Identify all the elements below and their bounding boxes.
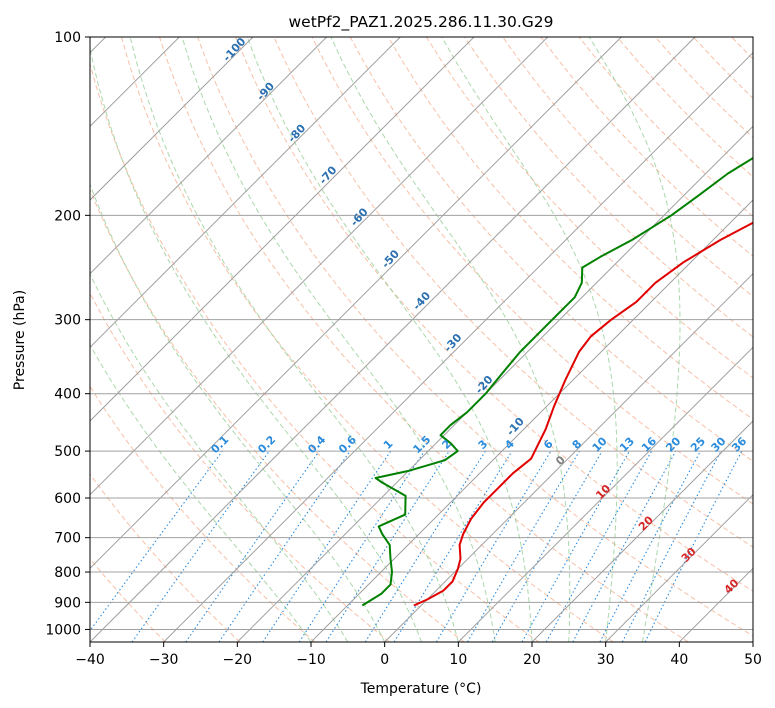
dry-adiabat-line xyxy=(349,37,753,462)
dry-adiabat-line xyxy=(90,557,166,642)
y-tick-label: 300 xyxy=(54,313,81,329)
moist-adiabat-line xyxy=(441,37,618,642)
y-tick-label: 600 xyxy=(54,491,81,507)
mixing-ratio-line xyxy=(185,450,320,642)
mixing-ratio-line xyxy=(393,450,513,642)
dry-adiabat-line xyxy=(90,473,241,642)
plot-area: -100-90-80-70-60-50-40-30-20-100.1 0.2 0.4… xyxy=(89,35,754,643)
mixing-ratio-line xyxy=(325,450,450,642)
dry-adiabat-line xyxy=(90,62,540,642)
y-tick-label: 1000 xyxy=(45,622,81,638)
moist-adiabat-line xyxy=(90,46,422,642)
isotherm-line xyxy=(457,346,753,642)
x-tick-label: 0 xyxy=(380,652,389,668)
dry-adiabat-line xyxy=(90,292,390,642)
plot-frame xyxy=(89,36,754,643)
y-tick-label: 700 xyxy=(54,531,81,547)
isotherm-line xyxy=(90,37,696,642)
x-tick-label: 50 xyxy=(744,652,762,668)
isotherm-line xyxy=(90,37,401,349)
dry-adiabat-line xyxy=(90,385,316,642)
mixing-ratio-line xyxy=(262,450,392,642)
dry-adiabat-line xyxy=(159,37,689,642)
dry-adiabat-line xyxy=(197,37,753,637)
moist-adiabat-line xyxy=(330,37,571,642)
isotherm-line xyxy=(90,37,328,275)
y-axis-label: Pressure (hPa) xyxy=(12,290,28,390)
y-tick-label: 400 xyxy=(54,387,81,403)
moist-adiabat-line xyxy=(90,272,349,642)
y-tick-label: 900 xyxy=(54,595,81,611)
mixing-ratio-line xyxy=(644,450,743,642)
x-tick-label: −30 xyxy=(149,652,179,668)
x-axis-label: Temperature (°C) xyxy=(360,681,482,697)
moist-adiabat-line xyxy=(588,37,681,642)
isotherm-line xyxy=(90,37,475,422)
chart-title: wetPf2_PAZ1.2025.286.11.30.G29 xyxy=(289,13,554,32)
dry-adiabat-line xyxy=(425,37,753,379)
temperature-profile-line xyxy=(413,221,753,607)
y-tick-label: 500 xyxy=(54,444,81,460)
mixing-ratio-line xyxy=(131,450,270,642)
dry-adiabat-line xyxy=(464,37,753,338)
y-axis: 1000 900 800 700 600 500 400 300 200 100 xyxy=(45,30,90,638)
isotherm-line xyxy=(384,272,753,642)
mixing-ratio-line xyxy=(545,450,653,642)
dry-adiabat-line xyxy=(273,37,753,548)
moist-adiabat-line xyxy=(90,182,386,642)
mixing-ratio-line xyxy=(521,450,630,642)
x-tick-label: −20 xyxy=(223,652,253,668)
isotherm-line xyxy=(236,125,753,642)
y-tick-label: 100 xyxy=(54,30,81,46)
isotherm-line xyxy=(531,420,753,642)
dry-adiabat-line xyxy=(235,37,753,592)
x-tick-label: −40 xyxy=(75,652,105,668)
x-tick-label: 30 xyxy=(597,652,615,668)
sounding-profiles xyxy=(361,156,753,607)
isotherm-line xyxy=(163,51,753,642)
x-tick-label: −10 xyxy=(296,652,326,668)
moist-adiabat-line xyxy=(129,37,459,642)
isotherm-line xyxy=(605,493,753,642)
mixing-ratio-line xyxy=(218,450,351,642)
moist-adiabat-line xyxy=(246,37,533,642)
y-tick-label: 800 xyxy=(54,565,81,581)
dewpoint-profile-line xyxy=(361,156,753,607)
x-axis: −40 −30 −20 −10 0 10 20 30 40 50 xyxy=(75,642,762,668)
y-tick-label: 200 xyxy=(54,208,81,224)
x-tick-label: 10 xyxy=(449,652,467,668)
x-tick-label: 20 xyxy=(523,652,541,668)
isotherm-line xyxy=(90,37,622,570)
mixing-ratio-line xyxy=(90,450,223,632)
mixing-ratio-line xyxy=(298,450,425,642)
background-lines xyxy=(90,37,753,642)
dry-adiabat-line xyxy=(120,37,614,642)
isotherm-line xyxy=(310,199,753,642)
isotherm-line xyxy=(90,37,254,201)
isotherm-line xyxy=(90,37,549,496)
grid-lines xyxy=(90,37,753,642)
mixing-ratio-line xyxy=(572,450,677,642)
x-tick-label: 40 xyxy=(670,652,688,668)
moist-adiabat-line xyxy=(181,37,496,642)
